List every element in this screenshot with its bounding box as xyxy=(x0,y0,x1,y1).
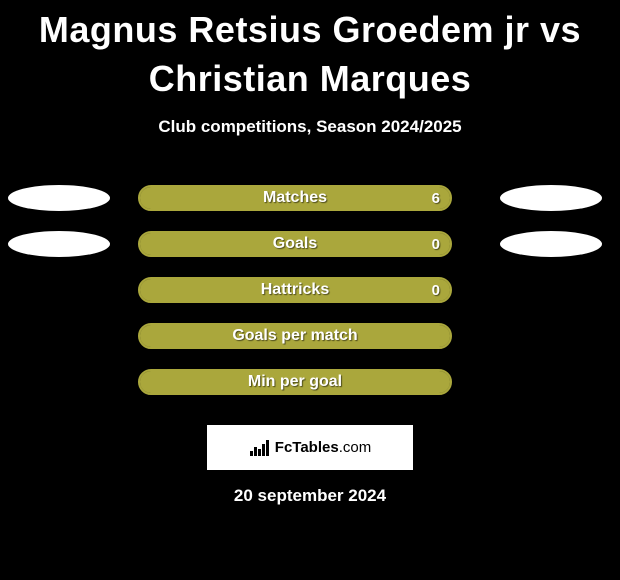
stat-bar: Min per goal xyxy=(138,369,452,395)
stat-bar: Goals per match xyxy=(138,323,452,349)
stat-row: Matches6 xyxy=(0,179,620,225)
brand-name: FcTables xyxy=(275,439,339,456)
brand-domain: .com xyxy=(339,439,372,456)
player-left-badge xyxy=(8,185,110,211)
page-title: Magnus Retsius Groedem jr vs Christian M… xyxy=(0,0,620,103)
player-left-badge xyxy=(8,231,110,257)
stat-bar: Goals0 xyxy=(138,231,452,257)
player-right-badge xyxy=(500,231,602,257)
stat-row: Goals per match xyxy=(0,317,620,363)
subtitle: Club competitions, Season 2024/2025 xyxy=(0,117,620,137)
stat-row: Goals0 xyxy=(0,225,620,271)
player-right-badge xyxy=(500,185,602,211)
stat-bar-fill-left xyxy=(140,371,450,393)
stat-row: Min per goal xyxy=(0,363,620,409)
stat-bar-fill-right xyxy=(140,233,450,255)
brand-footer[interactable]: FcTables.com xyxy=(207,425,413,470)
stat-bar: Matches6 xyxy=(138,185,452,211)
stat-row: Hattricks0 xyxy=(0,271,620,317)
brand-text: FcTables.com xyxy=(275,439,371,456)
date-label: 20 september 2024 xyxy=(0,486,620,506)
stat-bar-fill-right xyxy=(140,279,450,301)
stat-bar: Hattricks0 xyxy=(138,277,452,303)
chart-icon xyxy=(249,439,271,457)
stat-bar-fill-right xyxy=(140,187,450,209)
comparison-infographic: Magnus Retsius Groedem jr vs Christian M… xyxy=(0,0,620,580)
stat-bar-fill-left xyxy=(140,325,450,347)
stat-rows: Matches6 Goals0 Hattricks0 Goals per match M… xyxy=(0,179,620,409)
